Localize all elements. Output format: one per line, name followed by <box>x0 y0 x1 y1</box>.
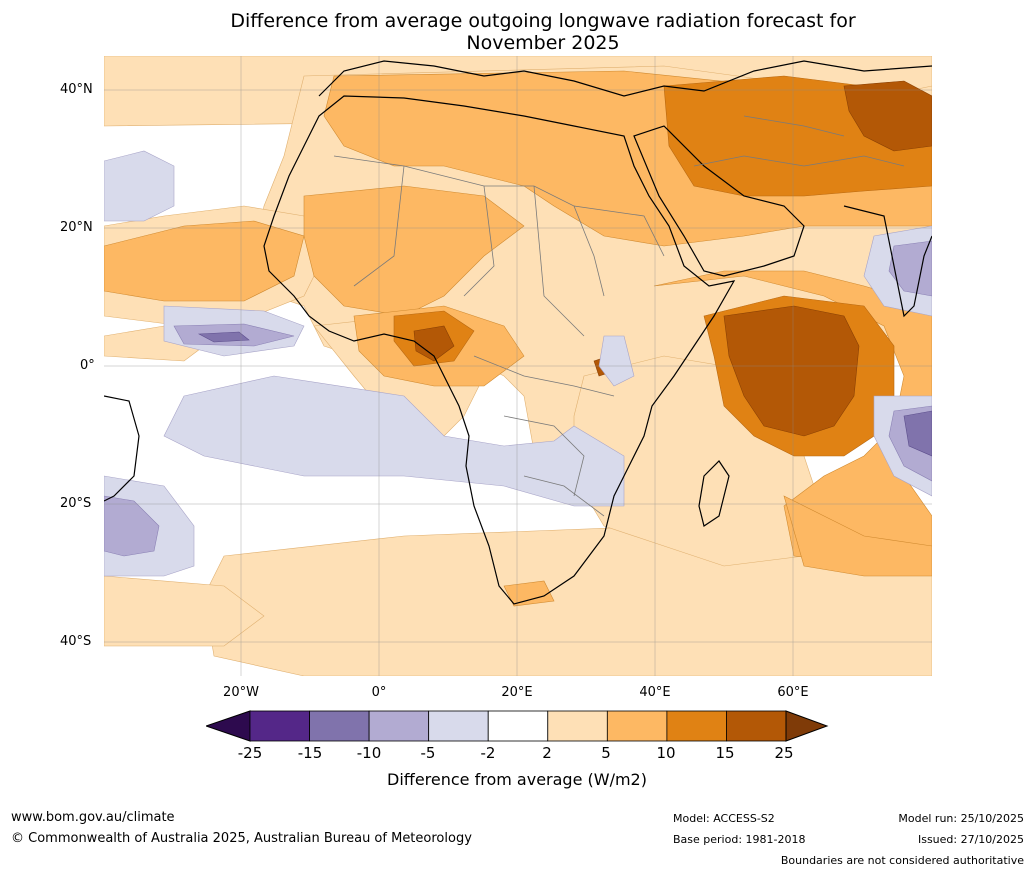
lon-label-0: 0° <box>371 685 387 700</box>
colorbar-extend-low <box>206 710 251 742</box>
colorbar-tick-label: 5 <box>601 744 611 762</box>
footer-model-run: Model run: 25/10/2025 <box>898 812 1024 825</box>
anomaly-fill-dark-purple <box>197 331 932 457</box>
lat-label-20N: 20°N <box>60 220 93 235</box>
lon-label-60E: 60°E <box>777 685 809 700</box>
title-line-2: November 2025 <box>466 32 620 54</box>
colorbar-tick-label: -10 <box>356 744 382 762</box>
colorbar-tick-label: -15 <box>297 744 323 762</box>
colorbar-bin <box>487 710 549 742</box>
colorbar-tick-label: -2 <box>480 744 496 762</box>
title-line-1: Difference from average outgoing longwav… <box>230 10 856 32</box>
map-title: Difference from average outgoing longwav… <box>104 10 982 54</box>
colorbar-tick-label: 25 <box>774 744 794 762</box>
europe-coastline <box>318 60 932 97</box>
footer-url[interactable]: www.bom.gov.au/climate <box>11 810 175 825</box>
colorbar-tick-label: 10 <box>656 744 676 762</box>
lat-label-20S: 20°S <box>60 496 92 511</box>
madagascar-coastline <box>698 460 730 527</box>
anomaly-fill-brown <box>413 80 932 437</box>
colorbar-bin <box>547 710 608 742</box>
coastlines <box>104 60 932 605</box>
colorbar-bin <box>726 710 787 742</box>
south-america-coastline <box>104 395 140 502</box>
colorbar <box>206 710 829 742</box>
footer-model: Model: ACCESS-S2 <box>673 812 775 825</box>
lon-label-20E: 20°E <box>501 685 533 700</box>
lon-label-20W: 20°W <box>223 685 259 700</box>
lat-label-40S: 40°S <box>60 634 92 649</box>
colorbar-title: Difference from average (W/m2) <box>387 770 647 789</box>
lon-label-40E: 40°E <box>639 685 671 700</box>
arabia-coastline <box>633 125 805 277</box>
colorbar-bin <box>309 710 370 742</box>
india-coastline <box>843 205 932 318</box>
colorbar-bin <box>368 710 430 742</box>
footer-disclaimer: Boundaries are not considered authoritat… <box>780 854 1024 867</box>
colorbar-bin <box>428 710 489 742</box>
footer-copyright: © Commonwealth of Australia 2025, Austra… <box>11 831 472 846</box>
colorbar-tick-label: 15 <box>715 744 735 762</box>
footer-issued: Issued: 27/10/2025 <box>917 833 1024 846</box>
colorbar-tick-label: -25 <box>237 744 263 762</box>
colorbar-bin <box>606 710 668 742</box>
graticule <box>104 56 932 676</box>
map-panel <box>104 56 932 676</box>
lat-label-equator: 0° <box>80 358 95 373</box>
colorbar-bin <box>666 710 727 742</box>
colorbar-bins <box>249 710 787 742</box>
colorbar-extend-high <box>785 710 829 742</box>
lat-label-40N: 40°N <box>60 82 93 97</box>
footer-base-period: Base period: 1981-2018 <box>673 833 806 846</box>
africa-coastline <box>263 95 736 605</box>
colorbar-bin <box>249 710 310 742</box>
colorbar-tick-label: 2 <box>542 744 552 762</box>
anomaly-map <box>104 56 932 676</box>
colorbar-tick-label: -5 <box>420 744 436 762</box>
country-borders <box>333 115 905 517</box>
